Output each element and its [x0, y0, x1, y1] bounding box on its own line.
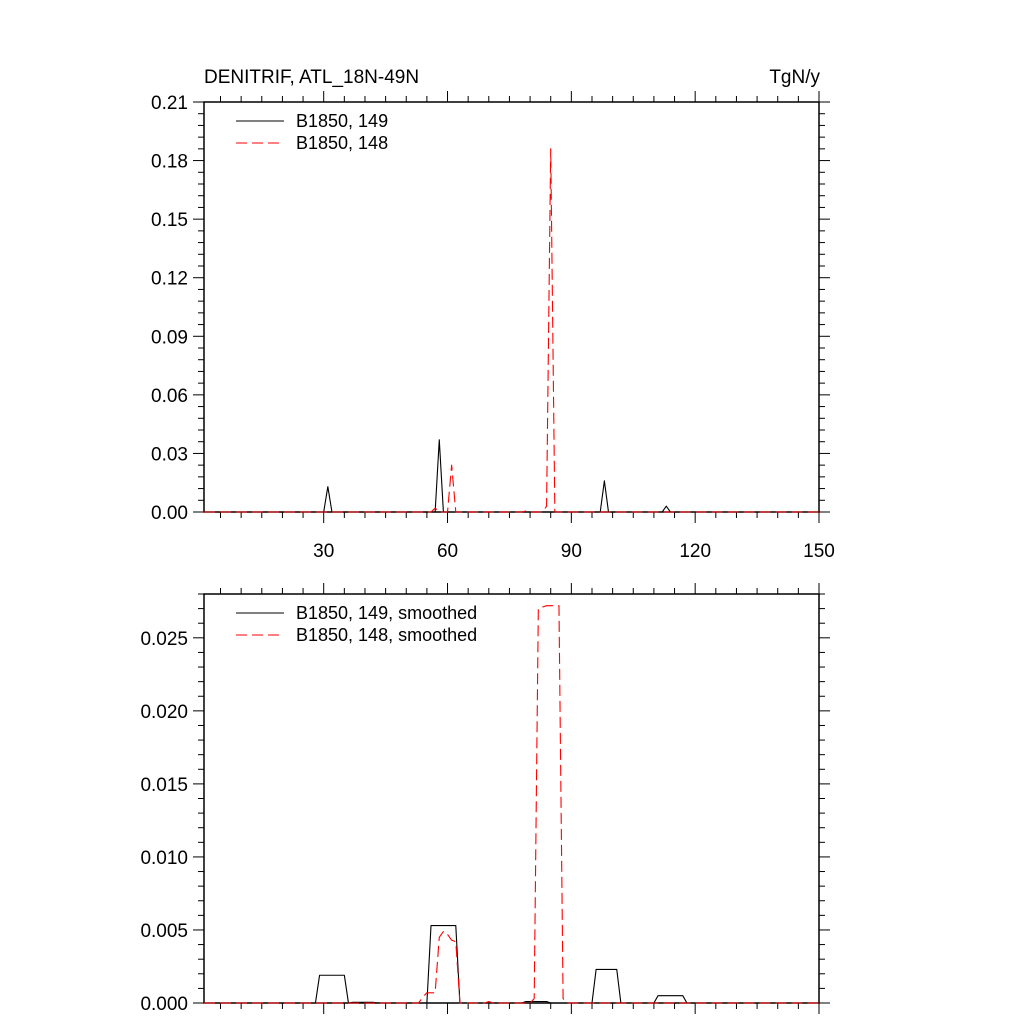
y-tick-label: 0.03: [151, 444, 188, 465]
x-tick-label: 120: [679, 541, 711, 562]
y-tick-label: 0.015: [140, 775, 188, 796]
y-tick-label: 0.020: [140, 702, 188, 723]
y-tick-label: 0.09: [151, 327, 188, 348]
x-tick-label: 30: [313, 541, 334, 562]
y-tick-label: 0.000: [140, 994, 188, 1015]
legend-label-2: B1850, 148: [296, 133, 388, 153]
x-tick-label: 60: [437, 541, 458, 562]
y-tick-label: 0.21: [151, 93, 188, 114]
top-panel: 30 60 90 120 150 0.00 0.03 0.06 0.09 0.12 0.15 0.18…: [151, 91, 835, 562]
y-tick-label: 0.010: [140, 848, 188, 869]
y-tick-label: 0.06: [151, 386, 188, 407]
y-tick-label: 0.00: [151, 503, 188, 524]
series-line-2: [204, 148, 819, 513]
y-tick-label: 0.025: [140, 629, 188, 650]
y-tick-label: 0.005: [140, 921, 188, 942]
units-label: TgN/y: [769, 67, 820, 88]
x-tick-label: 90: [561, 541, 582, 562]
y-tick-label: 0.18: [151, 152, 188, 173]
legend-label-2: B1850, 148, smoothed: [296, 625, 477, 645]
legend-label-1: B1850, 149: [296, 111, 388, 131]
x-tick-label: 150: [803, 541, 835, 562]
bottom-panel: 0.000 0.005 0.010 0.015 0.020 0.025 B1850, 149…: [140, 583, 830, 1015]
chart-title: DENITRIF, ATL_18N-49N: [204, 67, 419, 88]
y-tick-label: 0.12: [151, 269, 188, 290]
legend-label-1: B1850, 149, smoothed: [296, 603, 477, 623]
series-line-2: [204, 605, 819, 1004]
y-tick-label: 0.15: [151, 210, 188, 231]
